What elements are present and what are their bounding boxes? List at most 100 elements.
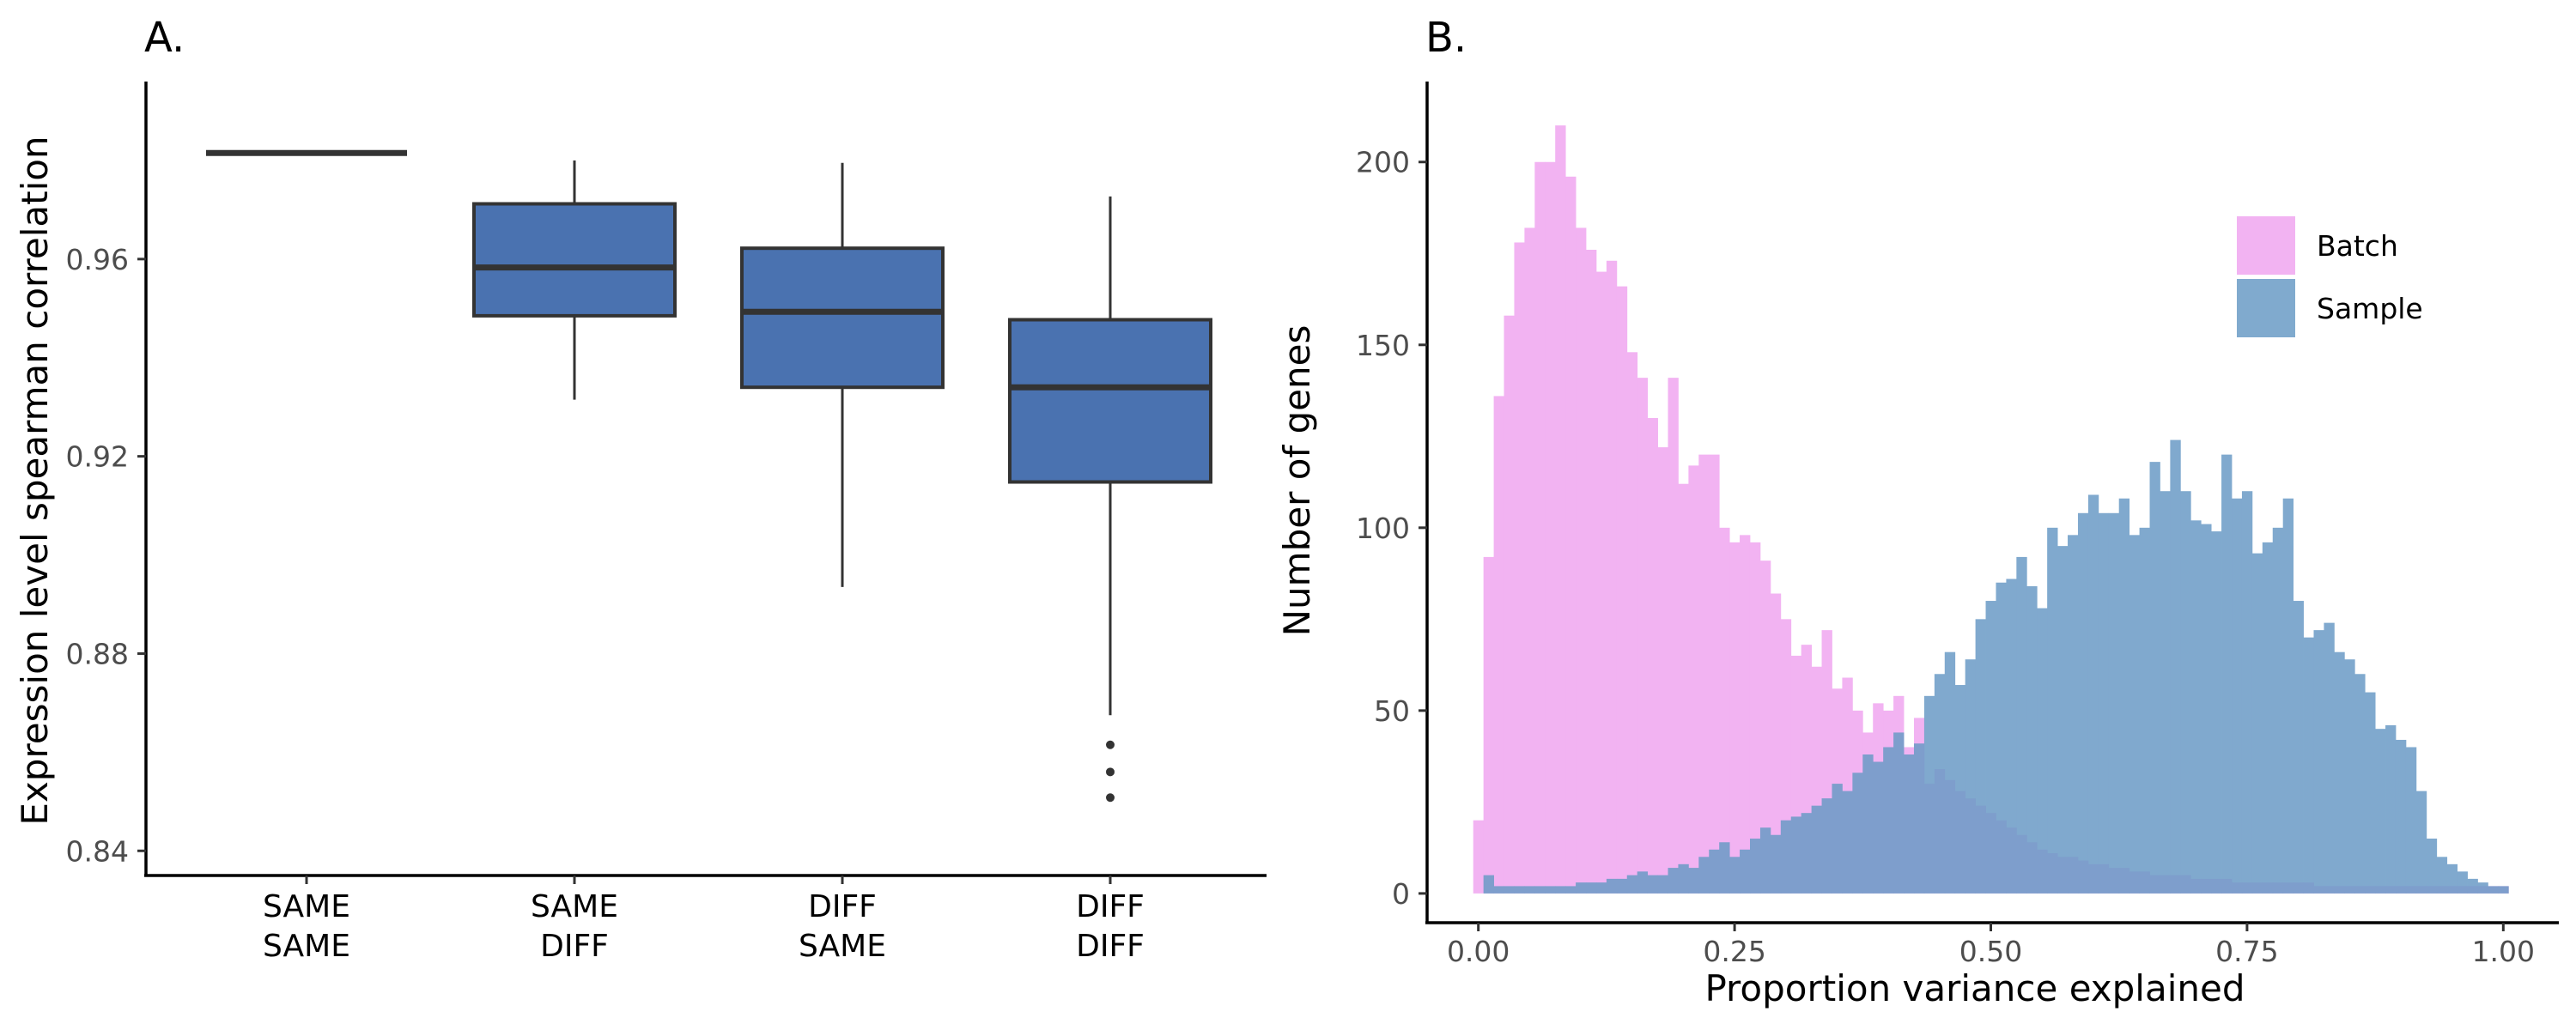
hist-bar-sample [2324,622,2335,894]
hist-bar-sample [1729,857,1741,894]
box-outlier [1106,767,1115,777]
hist-bar-sample [1873,761,1884,894]
panel-a-x-ticks: SAME SAME SAME DIFF DIFF SAME DIFF DIFF [263,876,1145,964]
hist-bar-sample [1668,868,1679,894]
hist-bar-batch [1740,535,1751,894]
hist-bar-sample [2334,651,2345,894]
hist-bar-sample [1565,886,1577,894]
hist-bar-sample [2077,512,2089,894]
hist-bar-sample [1719,842,1730,894]
hist-bar-sample [1770,834,1782,894]
panel-b-x-tick-label: 0.25 [1703,935,1765,968]
box-group [472,160,677,400]
hist-bar-sample [1893,732,1905,894]
hist-bar-batch [1688,465,1699,894]
hist-bar-batch [1493,396,1504,894]
hist-bar-sample [2303,637,2314,894]
box-iqr [740,246,945,390]
hist-bar-sample [2087,494,2099,894]
hist-bar-sample [1862,754,1874,894]
hist-bar-sample [1616,878,1628,894]
hist-bar-sample [1606,878,1618,894]
hist-bar-sample [1698,857,1710,894]
panel-a-y-tick-label: 0.92 [66,440,129,474]
panel-b-y-tick-label: 100 [1356,512,1410,545]
hist-bar-sample [2047,527,2058,894]
panel-a-y-tick-label: 0.88 [66,637,129,670]
hist-bar-sample [1504,886,1515,894]
hist-bar-sample [1780,820,1792,894]
hist-bar-sample [2118,498,2130,894]
hist-bar-sample [2232,498,2243,894]
hist-bar-sample [1759,827,1771,894]
hist-bar-batch [1473,820,1485,894]
hist-bar-sample [1493,886,1504,894]
hist-bar-sample [1545,886,1556,894]
panel-b-x-tick-label: 1.00 [2472,935,2535,968]
box-iqr [1008,318,1212,484]
hist-bar-sample [1811,805,1822,894]
hist-bar-sample [2395,739,2407,894]
hist-bar-batch [1595,271,1607,894]
hist-bar-sample [2221,454,2233,894]
panel-b-x-tick-label: 0.00 [1447,935,1510,968]
hist-bar-sample [2139,527,2150,894]
hist-bar-sample [2354,674,2366,894]
hist-bar-sample [2282,498,2294,894]
hist-bar-batch [1678,483,1689,894]
hist-bar-batch [1524,227,1535,894]
panel-b-bars [1473,125,2509,894]
panel-b-y-axis-title: Number of genes [1276,325,1318,637]
hist-bar-sample [1483,875,1494,894]
hist-bar-batch [1719,527,1730,894]
hist-bar-sample [1934,674,1946,894]
legend-label-sample: Sample [2317,292,2423,325]
hist-bar-sample [2375,729,2386,894]
hist-bar-batch [1759,560,1771,894]
box-group [740,162,945,587]
hist-bar-sample [1524,886,1535,894]
hist-bar-batch [1576,227,1587,894]
hist-bar-sample [2170,439,2181,894]
hist-bar-sample [2426,839,2438,894]
hist-bar-batch [1637,378,1649,894]
panel-a-y-tick-label: 0.96 [66,243,129,276]
hist-bar-sample [2436,857,2448,894]
hist-bar-batch [1749,542,1761,894]
hist-bar-sample [2190,520,2202,894]
hist-bar-sample [1576,882,1587,894]
hist-bar-sample [1801,813,1813,894]
panel-b-x-tick-label: 0.50 [1959,935,2022,968]
hist-bar-sample [2477,882,2488,894]
hist-bar-batch [1626,352,1638,894]
legend-label-batch: Batch [2317,229,2398,263]
hist-bar-batch [1729,542,1741,894]
hist-bar-sample [2385,724,2397,894]
hist-bar-sample [2108,512,2120,894]
hist-bar-sample [2180,491,2191,894]
box-group [1008,196,1212,803]
panel-b-x-ticks: 0.00 0.25 0.50 0.75 1.00 [1447,923,2535,968]
panel-b-y-tick-label: 0 [1392,877,1410,911]
hist-bar-sample [2467,878,2478,894]
hist-bar-batch [1586,250,1597,894]
hist-bar-sample [1790,816,1802,894]
box-outlier [1106,793,1115,803]
panel-b-label: B. [1425,14,1467,62]
panel-b-x-tick-label: 0.75 [2215,935,2278,968]
hist-bar-sample [2272,527,2284,894]
panel-a-boxplot: A. Expression level spearman correlation… [14,14,1267,964]
panel-a-x-tick-label: SAME [531,889,618,924]
box-iqr [472,202,677,318]
hist-bar-sample [1975,619,1986,894]
hist-bar-sample [2488,886,2499,894]
panel-a-x-tick-label: SAME [263,889,350,924]
hist-bar-sample [1657,875,1668,894]
hist-bar-sample [1883,747,1894,894]
hist-bar-sample [1985,601,1996,894]
hist-bar-sample [2293,601,2304,894]
hist-bar-batch [1709,454,1720,894]
hist-bar-sample [1965,659,1976,894]
panel-a-y-ticks: 0.84 0.88 0.92 0.96 [66,243,146,868]
